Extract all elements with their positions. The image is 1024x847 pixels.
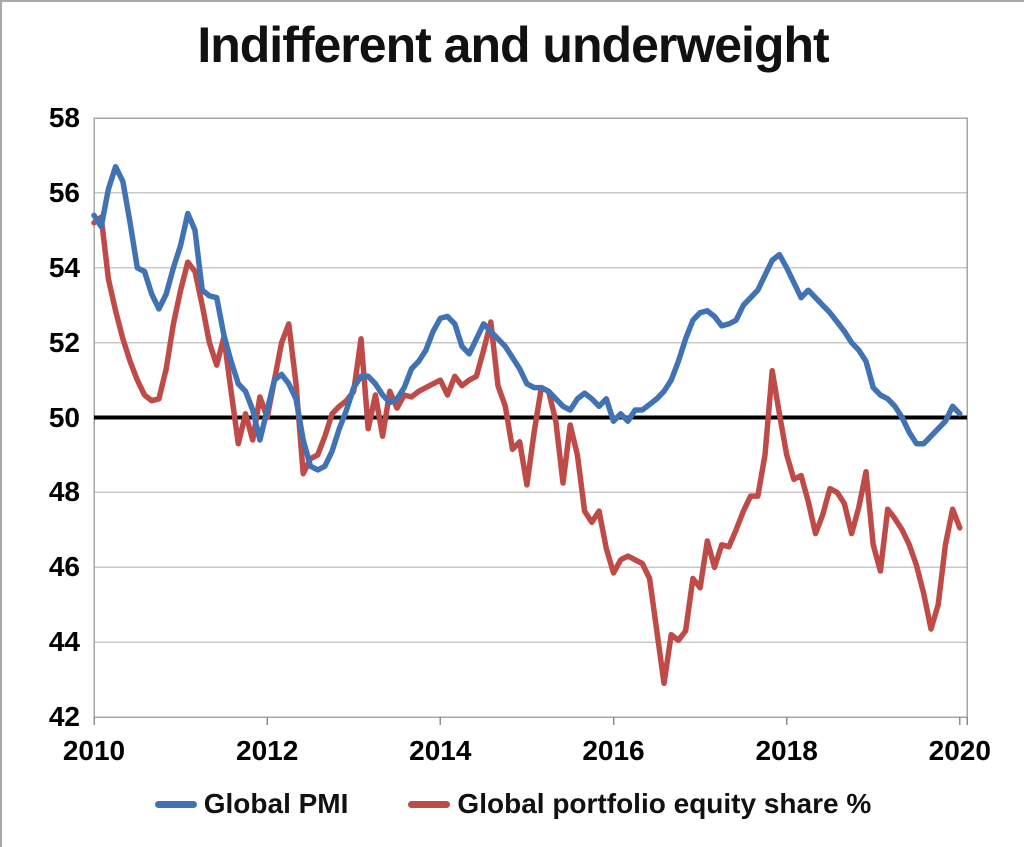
x-axis-tick-label-2012: 2012 [236,735,299,766]
x-axis-tick-label-2010: 2010 [62,735,126,766]
legend-label-equity-share: Global portfolio equity share % [457,788,872,819]
x-axis-tick-label-2016: 2016 [582,735,645,766]
pmi-line-swatch-icon [154,800,197,808]
pmi-line [91,163,963,473]
equity-line [91,214,963,687]
y-axis-tick-label-56: 56 [48,176,80,208]
legend: Global PMI Global portfolio equity share… [2,788,1024,820]
y-axis-tick-label-50: 50 [48,401,80,433]
y-axis-tick-label-42: 42 [48,701,80,732]
chart-title: Indifferent and underweight [197,17,829,73]
x-axis-tick-label-2018: 2018 [755,735,818,766]
legend-item-equity-share: Global portfolio equity share % [408,788,871,820]
y-axis-tick-label-44: 44 [48,626,80,658]
x-axis-tick-label-2020: 2020 [928,735,991,766]
equity-line-swatch-icon [408,800,451,808]
y-axis-tick-label-52: 52 [48,326,80,358]
y-axis-tick-label-48: 48 [48,476,80,508]
y-axis-tick-label-54: 54 [48,251,80,283]
y-axis-tick-label-58: 58 [48,102,80,133]
legend-label-global-pmi: Global PMI [203,788,349,819]
legend-item-global-pmi: Global PMI [154,788,349,820]
x-axis-tick-label-2014: 2014 [409,735,472,766]
y-axis-tick-label-46: 46 [48,551,80,583]
plot-area [91,117,968,725]
